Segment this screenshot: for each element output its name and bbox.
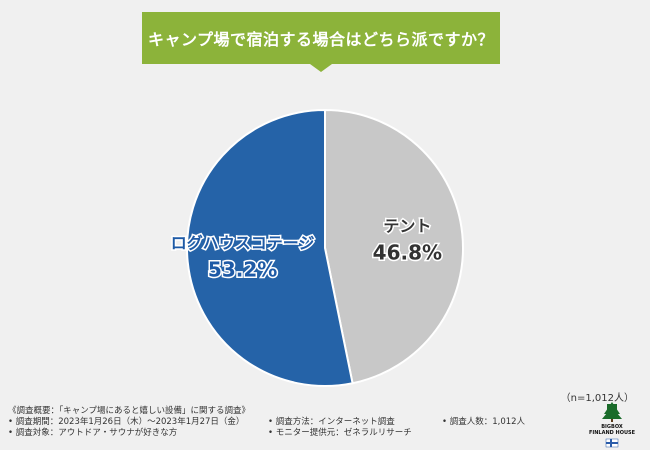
- pie-slice-0: [324, 108, 464, 385]
- slice-value-1: 53.2%: [208, 257, 277, 281]
- finland-house-logo: BIGBOX FINLAND HOUSE: [584, 402, 640, 448]
- survey-method: • 調査方法：インターネット調査: [268, 417, 395, 427]
- survey-period: • 調査期間：2023年1月26日（木）～2023年1月27日（金）: [8, 417, 245, 427]
- sample-size: （n=1,012人）: [560, 393, 634, 404]
- survey-count: • 調査人数：1,012人: [442, 417, 526, 427]
- survey-target: • 調査対象：アウトドア・サウナが好きな方: [8, 428, 178, 438]
- logo-text-finland-house: FINLAND HOUSE: [588, 430, 636, 436]
- title-banner-shape: [142, 12, 500, 72]
- slice-value-0: 46.8%: [373, 241, 442, 265]
- chart-title: キャンプ場で宿泊する場合はどちら派ですか？: [147, 30, 495, 49]
- survey-footer: 《調査概要：「キャンプ場にあると嬉しい設備」に関する調査》 • 調査期間：202…: [8, 406, 578, 446]
- survey-overview: 《調査概要：「キャンプ場にあると嬉しい設備」に関する調査》: [8, 406, 250, 416]
- pie-slice-1: [186, 108, 354, 387]
- logo-tree-icon: [602, 402, 622, 448]
- slice-label-0: テント: [383, 217, 431, 236]
- logo-text-bigbox: BIGBOX: [601, 424, 623, 430]
- title-banner: キャンプ場で宿泊する場合はどちら派ですか？: [142, 12, 500, 72]
- survey-provider: • モニター提供元：ゼネラルリサーチ: [268, 428, 412, 438]
- pie-chart: テント 46.8% ログハウスコテージ 53.2%: [169, 108, 464, 387]
- slice-label-1: ログハウスコテージ: [171, 233, 315, 252]
